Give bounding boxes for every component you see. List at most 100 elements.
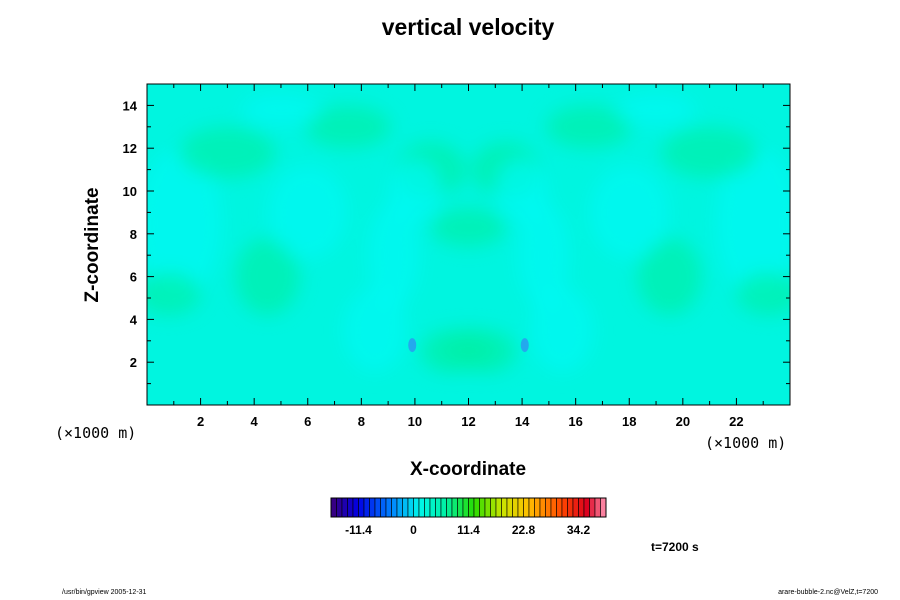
field-blob (430, 208, 507, 247)
colorbar-cell (347, 497, 354, 518)
x-tick-label: 22 (729, 414, 743, 429)
colorbar-cell (479, 497, 486, 518)
field-blob (305, 105, 391, 149)
y-axis-label: Z-coordinate (82, 187, 103, 303)
colorbar-cell (402, 497, 409, 518)
x-tick-label: 14 (515, 414, 530, 429)
field-blob (388, 158, 442, 224)
x-tick-label: 16 (568, 414, 582, 429)
colorbar-tick-label: 11.4 (457, 523, 480, 537)
colorbar-cell (468, 497, 475, 518)
colorbar-cell (561, 497, 568, 518)
colorbar-cell (517, 497, 524, 518)
colorbar-cell (457, 497, 464, 518)
colorbar-cell (556, 497, 563, 518)
colorbar-cell (407, 497, 414, 518)
field-blob (516, 201, 571, 309)
x-tick-label: 8 (358, 414, 365, 429)
colorbar-cell (358, 497, 365, 518)
x-axis-unit: (×1000 m) (705, 434, 787, 452)
colorbar-cell (589, 497, 596, 518)
colorbar-cell (583, 497, 590, 518)
colorbar-cell (600, 497, 607, 518)
velocity-field (147, 84, 790, 405)
colorbar-cell (462, 497, 469, 518)
colorbar-cell (528, 497, 535, 518)
colorbar-cell (550, 497, 557, 518)
colorbar-cell (523, 497, 530, 518)
colorbar-cell (391, 497, 398, 518)
y-tick-label: 12 (123, 141, 137, 156)
field-blob (637, 238, 702, 316)
updraft-spot (408, 338, 417, 353)
colorbar-cell (352, 497, 359, 518)
colorbar-cell (341, 497, 348, 518)
y-tick-label: 4 (130, 312, 138, 327)
x-tick-label: 20 (676, 414, 690, 429)
colorbar-tick-label: 0 (410, 523, 417, 537)
colorbar-cell (380, 497, 387, 518)
colorbar-cell (495, 497, 502, 518)
colorbar-cell (578, 497, 585, 518)
field-blob (147, 272, 201, 316)
y-tick-label: 10 (123, 184, 137, 199)
colorbar-cell (567, 497, 574, 518)
colorbar-cell (446, 497, 453, 518)
colorbar-cell (473, 497, 480, 518)
colorbar-cell (413, 497, 420, 518)
y-axis-unit: (×1000 m) (55, 424, 137, 442)
field-blob (530, 287, 595, 373)
field-blob (736, 272, 790, 316)
colorbar-cell (451, 497, 458, 518)
y-tick-label: 14 (123, 98, 138, 113)
colorbar-cell (385, 497, 392, 518)
field-blob (366, 201, 421, 309)
x-tick-label: 2 (197, 414, 204, 429)
x-axis-label: X-coordinate (409, 459, 527, 480)
colorbar-tick-label: 34.2 (567, 523, 591, 537)
x-tick-label: 6 (304, 414, 311, 429)
colorbar-frame (330, 497, 607, 518)
colorbar-cell (336, 497, 343, 518)
colorbar-tick-label: -11.4 (345, 523, 372, 537)
x-tick-label: 4 (251, 414, 259, 429)
field-pattern (147, 92, 790, 373)
field-blob (615, 92, 697, 127)
colorbar: -11.4 0 11.4 22.8 34.2 (330, 497, 607, 537)
colorbar-cell (330, 497, 337, 518)
x-tick-label: 12 (461, 414, 475, 429)
colorbar-cell (424, 497, 431, 518)
field-blob (495, 158, 549, 224)
y-tick-label: 8 (130, 227, 137, 242)
colorbar-cell (435, 497, 442, 518)
field-blob (342, 287, 407, 373)
y-tick-label: 2 (130, 355, 137, 370)
colorbar-cell (369, 497, 376, 518)
field-blob (546, 105, 632, 149)
x-tick-label: 10 (408, 414, 422, 429)
colorbar-cell (429, 497, 436, 518)
time-annotation: t=7200 s (651, 540, 699, 554)
footer-command: /usr/bin/gpview 2005-12-31 (62, 589, 147, 596)
colorbar-cell (534, 497, 541, 518)
colorbar-cell (512, 497, 519, 518)
colorbar-cell (594, 497, 601, 518)
field-blob (235, 238, 300, 316)
field-blob (714, 148, 790, 298)
footer-source: arare-bubble-2.nc@VelZ,t=7200 (778, 589, 878, 596)
colorbar-cell (506, 497, 513, 518)
colorbar-cell (539, 497, 546, 518)
colorbar-cell (396, 497, 403, 518)
colorbar-tick-label: 22.8 (512, 523, 536, 537)
y-tick-label: 6 (130, 270, 137, 285)
field-blob (147, 148, 223, 298)
x-axis-ticks: 2 4 6 8 10 12 14 16 18 20 22 (173, 84, 764, 429)
field-blob (267, 165, 348, 260)
colorbar-cell (440, 497, 447, 518)
colorbar-cell (490, 497, 497, 518)
colorbar-cell (418, 497, 425, 518)
colorbar-cell (484, 497, 491, 518)
chart-title: vertical velocity (381, 14, 555, 40)
field-blob (589, 165, 670, 260)
